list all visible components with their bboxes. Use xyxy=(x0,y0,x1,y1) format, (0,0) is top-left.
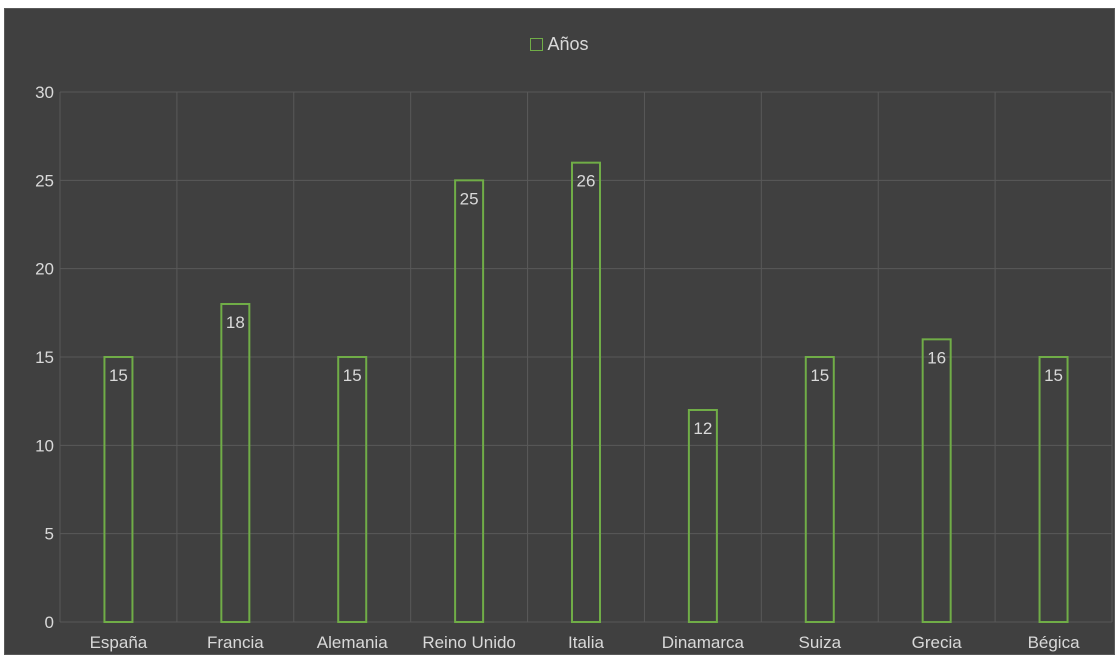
bar xyxy=(454,179,485,623)
data-label: 26 xyxy=(577,172,596,191)
legend-swatch xyxy=(530,38,544,51)
data-label: 12 xyxy=(693,419,712,438)
bar xyxy=(571,161,601,624)
x-tick-label: España xyxy=(90,633,148,652)
x-tick-label: Italia xyxy=(568,633,604,652)
legend: Años xyxy=(5,34,1114,55)
data-label: 15 xyxy=(343,366,362,385)
bar xyxy=(220,303,251,623)
data-label: 25 xyxy=(460,189,479,208)
data-label: 15 xyxy=(109,366,128,385)
bar xyxy=(921,338,952,623)
y-tick-label: 30 xyxy=(35,83,54,102)
bar xyxy=(804,356,835,623)
y-tick-label: 10 xyxy=(35,436,54,455)
bar xyxy=(687,409,718,623)
bar xyxy=(337,356,368,623)
chart-area: Años 0 5 10 15 20 25 30 15 España 18 Francia 15 Alem… xyxy=(4,8,1115,655)
x-tick-label: Grecia xyxy=(912,633,963,652)
x-tick-label: Bégica xyxy=(1028,633,1081,652)
data-label: 15 xyxy=(810,366,829,385)
bar xyxy=(103,356,134,623)
y-tick-label: 5 xyxy=(45,525,54,544)
data-label: 18 xyxy=(226,313,245,332)
y-tick-label: 25 xyxy=(35,171,54,190)
x-tick-label: Alemania xyxy=(317,633,388,652)
x-tick-label: Francia xyxy=(207,633,264,652)
data-label: 15 xyxy=(1044,366,1063,385)
x-tick-label: Reino Unido xyxy=(422,633,516,652)
bar-chart: 0 5 10 15 20 25 30 15 España 18 Francia 15 Alemania 2… xyxy=(35,83,1113,652)
y-tick-label: 20 xyxy=(35,260,54,279)
legend-label: Años xyxy=(547,34,589,54)
x-tick-label: Dinamarca xyxy=(662,633,745,652)
bar xyxy=(1038,356,1069,623)
data-label: 16 xyxy=(927,348,946,367)
y-tick-label: 15 xyxy=(35,348,54,367)
y-tick-label: 0 xyxy=(45,613,54,632)
x-tick-label: Suiza xyxy=(799,633,842,652)
